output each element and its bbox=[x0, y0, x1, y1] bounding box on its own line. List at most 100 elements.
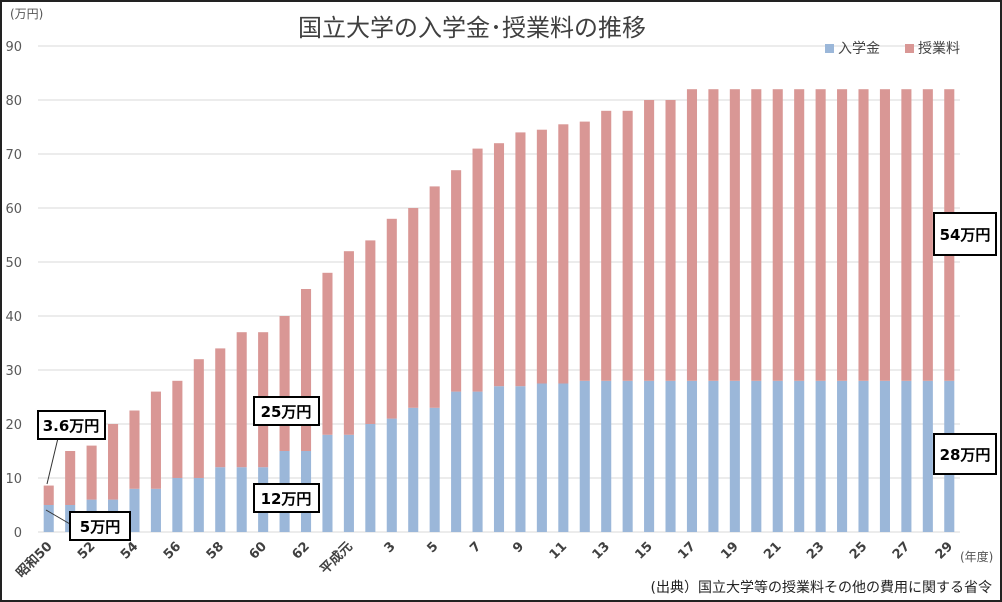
x-tick-label: 62 bbox=[289, 539, 312, 562]
bar-jugyoryo bbox=[279, 316, 290, 451]
bar-nyugakukin bbox=[879, 380, 890, 532]
x-tick-label: 3 bbox=[382, 539, 399, 556]
legend-swatch-nyugakukin bbox=[825, 44, 834, 53]
bar-nyugakukin bbox=[601, 380, 612, 532]
y-tick-label: 90 bbox=[5, 40, 22, 55]
y-unit-label: (万円) bbox=[10, 7, 43, 21]
bar-nyugakukin bbox=[815, 380, 826, 532]
bar-jugyoryo bbox=[86, 445, 97, 500]
bar-nyugakukin bbox=[622, 380, 633, 532]
bar-jugyoryo bbox=[193, 359, 204, 478]
callout-54man-text: 54万円 bbox=[940, 226, 991, 244]
bar-jugyoryo bbox=[408, 208, 419, 408]
y-tick-label: 40 bbox=[5, 310, 22, 325]
bar-jugyoryo bbox=[794, 89, 805, 381]
bar-nyugakukin bbox=[686, 380, 698, 532]
bar-jugyoryo bbox=[365, 240, 376, 424]
bar-nyugakukin bbox=[451, 391, 462, 532]
bar-nyugakukin bbox=[193, 478, 204, 532]
bar-nyugakukin bbox=[493, 386, 505, 532]
y-tick-label: 60 bbox=[5, 202, 22, 217]
y-tick-label: 70 bbox=[5, 148, 22, 163]
bar-jugyoryo bbox=[472, 148, 483, 392]
bar-jugyoryo bbox=[644, 100, 655, 381]
y-tick-label: 10 bbox=[5, 472, 22, 487]
bar-nyugakukin bbox=[751, 380, 762, 532]
legend-label-nyugakukin: 入学金 bbox=[838, 41, 880, 57]
bar-nyugakukin bbox=[837, 380, 848, 532]
bar-jugyoryo bbox=[493, 143, 505, 387]
bar-jugyoryo bbox=[708, 89, 719, 381]
y-tick-label: 30 bbox=[5, 364, 22, 379]
bar-jugyoryo bbox=[622, 110, 633, 381]
y-tick-label: 50 bbox=[5, 256, 22, 271]
callout-5man-leader bbox=[45, 509, 71, 525]
x-tick-label: 52 bbox=[75, 539, 98, 562]
x-tick-label: 19 bbox=[718, 539, 741, 562]
callout-28man: 28万円 bbox=[933, 433, 997, 475]
bar-nyugakukin bbox=[408, 407, 419, 532]
x-tick-label: 60 bbox=[247, 539, 270, 562]
y-tick-label: 20 bbox=[5, 418, 22, 433]
bar-jugyoryo bbox=[901, 89, 912, 381]
x-tick-label: 7 bbox=[467, 539, 484, 556]
bar-nyugakukin bbox=[365, 424, 376, 532]
x-tick-label: 15 bbox=[633, 539, 656, 562]
callout-25man-box bbox=[253, 396, 320, 426]
bar-nyugakukin bbox=[43, 505, 54, 532]
legend-label-jugyoryo: 授業料 bbox=[918, 41, 960, 57]
bar-jugyoryo bbox=[108, 424, 119, 500]
bar-jugyoryo bbox=[451, 170, 462, 392]
bars bbox=[43, 89, 955, 532]
x-tick-label: 56 bbox=[161, 539, 184, 562]
y-tick-labels: 0 10 20 30 40 50 60 70 80 90 bbox=[5, 40, 22, 541]
bar-nyugakukin bbox=[322, 434, 333, 532]
x-tick-label: 25 bbox=[847, 539, 870, 562]
callout-5man: 5万円 bbox=[45, 509, 131, 541]
bar-jugyoryo bbox=[215, 348, 226, 468]
bar-nyugakukin bbox=[429, 407, 440, 532]
bar-jugyoryo bbox=[751, 89, 762, 381]
bar-jugyoryo bbox=[772, 89, 783, 381]
bar-nyugakukin bbox=[794, 380, 805, 532]
bar-jugyoryo bbox=[729, 89, 740, 381]
callout-54man-box bbox=[933, 212, 997, 256]
bar-nyugakukin bbox=[515, 386, 526, 532]
callout-28man-box bbox=[933, 433, 997, 475]
bar-jugyoryo bbox=[150, 391, 161, 489]
x-tick-label: 平成元 bbox=[317, 539, 356, 578]
bar-nyugakukin bbox=[729, 380, 740, 532]
x-unit-label: (年度) bbox=[960, 549, 993, 564]
bar-jugyoryo bbox=[858, 89, 869, 381]
bar-jugyoryo bbox=[815, 89, 826, 381]
bar-jugyoryo bbox=[558, 124, 569, 384]
bar-nyugakukin bbox=[386, 418, 397, 532]
bar-nyugakukin bbox=[536, 383, 547, 532]
callout-28man-text: 28万円 bbox=[940, 446, 991, 464]
bar-jugyoryo bbox=[579, 121, 590, 381]
callout-12man-box bbox=[253, 483, 320, 513]
x-tick-label: 11 bbox=[547, 539, 570, 562]
bar-nyugakukin bbox=[150, 488, 161, 532]
callout-54man: 54万円 bbox=[933, 212, 997, 256]
y-tick-label: 0 bbox=[14, 526, 22, 541]
x-tick-label: 27 bbox=[890, 539, 913, 562]
x-tick-label: 17 bbox=[675, 539, 698, 562]
callout-5man-box bbox=[69, 511, 131, 541]
callout-3-6man-text: 3.6万円 bbox=[43, 417, 100, 435]
callout-12man-text: 12万円 bbox=[261, 490, 312, 508]
callout-3-6man-leader bbox=[46, 437, 59, 485]
bar-jugyoryo bbox=[129, 410, 140, 489]
bar-nyugakukin bbox=[665, 380, 676, 532]
bar-jugyoryo bbox=[429, 186, 440, 408]
bar-jugyoryo bbox=[686, 89, 698, 381]
bar-nyugakukin bbox=[858, 380, 869, 532]
x-tick-label: 昭和50 bbox=[13, 539, 55, 581]
bar-jugyoryo bbox=[837, 89, 848, 381]
bar-jugyoryo bbox=[65, 451, 76, 505]
bar-jugyoryo bbox=[386, 218, 397, 419]
bar-nyugakukin bbox=[922, 380, 933, 532]
callout-3-6man: 3.6万円 bbox=[37, 410, 106, 485]
